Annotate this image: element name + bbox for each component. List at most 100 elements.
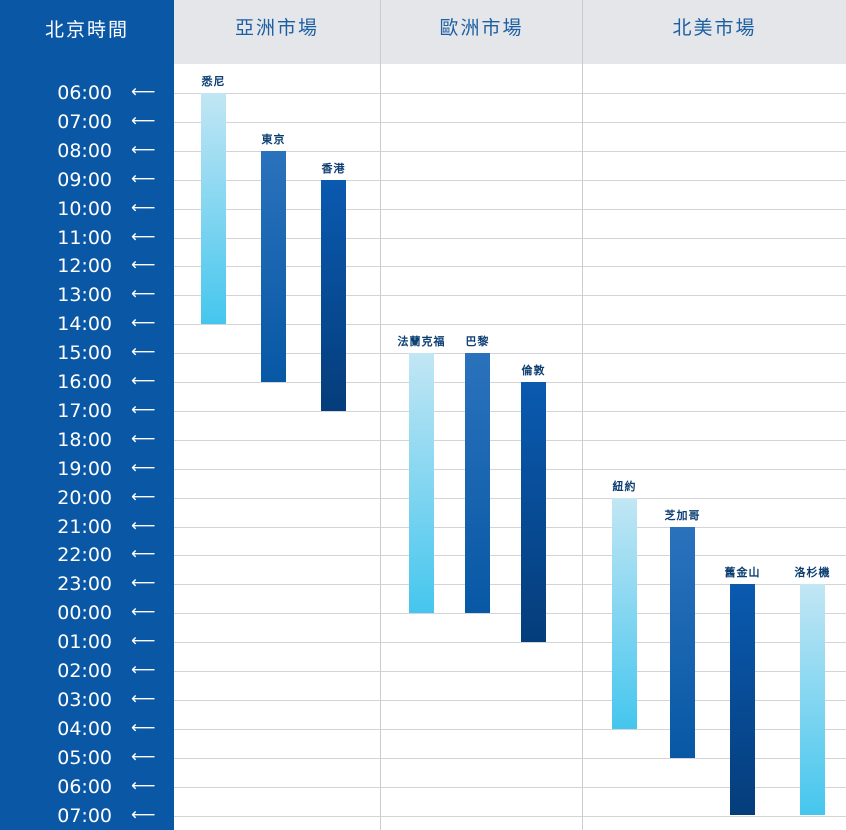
time-tick-label: 23:00 xyxy=(57,573,112,596)
arrow-left-icon: ⟵ xyxy=(131,602,156,622)
region-header: 北美市場 xyxy=(583,0,846,64)
city-label: 倫敦 xyxy=(521,365,546,377)
time-tick-label: 09:00 xyxy=(57,168,112,191)
gridline xyxy=(174,758,846,759)
time-row: 13:00 ⟵ xyxy=(0,283,174,307)
session-bar xyxy=(465,353,490,614)
time-row: 12:00 ⟵ xyxy=(0,254,174,278)
time-tick-label: 15:00 xyxy=(57,342,112,365)
time-row: 06:00 ⟵ xyxy=(0,81,174,105)
arrow-left-icon: ⟵ xyxy=(131,631,156,651)
city-label: 洛杉機 xyxy=(794,567,831,580)
region-header: 亞洲市場 xyxy=(174,0,380,64)
time-tick-label: 07:00 xyxy=(57,804,112,827)
session-bar xyxy=(521,382,546,643)
arrow-left-icon: ⟵ xyxy=(131,573,156,593)
city-label: 芝加哥 xyxy=(664,509,701,522)
time-tick-label: 14:00 xyxy=(57,313,112,336)
arrow-left-icon: ⟵ xyxy=(131,775,156,795)
arrow-left-icon: ⟵ xyxy=(131,342,156,362)
time-tick-label: 18:00 xyxy=(57,428,112,451)
time-tick-label: 20:00 xyxy=(57,486,112,509)
time-tick-label: 04:00 xyxy=(57,717,112,740)
session-bar xyxy=(321,179,346,411)
time-row: 23:00 ⟵ xyxy=(0,572,174,596)
gridline xyxy=(174,671,846,672)
arrow-left-icon: ⟵ xyxy=(131,399,156,419)
gridline xyxy=(174,555,846,556)
time-tick-label: 05:00 xyxy=(57,746,112,769)
time-row: 19:00 ⟵ xyxy=(0,457,174,481)
gridline xyxy=(174,180,846,181)
city-label: 舊金山 xyxy=(724,567,761,580)
session-bar xyxy=(261,150,286,382)
time-tick-label: 01:00 xyxy=(57,631,112,654)
time-row: 01:00 ⟵ xyxy=(0,630,174,654)
arrow-left-icon: ⟵ xyxy=(131,168,156,188)
gridline xyxy=(174,700,846,701)
time-tick-label: 22:00 xyxy=(57,544,112,567)
session-bar xyxy=(409,353,434,614)
city-label: 巴黎 xyxy=(465,336,490,349)
gridline xyxy=(174,238,846,239)
gridline xyxy=(174,353,846,354)
arrow-left-icon: ⟵ xyxy=(131,226,156,246)
time-row: 08:00 ⟵ xyxy=(0,139,174,163)
gridline xyxy=(174,613,846,614)
arrow-left-icon: ⟵ xyxy=(131,457,156,477)
time-row: 07:00 ⟵ xyxy=(0,110,174,134)
chart-area: 亞洲市場 歐洲市場 北美市場 悉尼 東京 香港 法蘭克福 巴黎 倫敦 紐約 芝加哥 舊金山 洛杉機 xyxy=(174,0,846,830)
gridline xyxy=(174,729,846,730)
time-row: 18:00 ⟵ xyxy=(0,428,174,452)
time-row: 16:00 ⟵ xyxy=(0,370,174,394)
arrow-left-icon: ⟵ xyxy=(131,717,156,737)
time-tick-label: 07:00 xyxy=(57,110,112,133)
arrow-left-icon: ⟵ xyxy=(131,544,156,564)
gridline xyxy=(174,469,846,470)
session-bar xyxy=(800,584,825,816)
time-tick-label: 19:00 xyxy=(57,457,112,480)
gridline xyxy=(174,527,846,528)
gridline xyxy=(174,295,846,296)
gridline xyxy=(174,440,846,441)
time-tick-label: 12:00 xyxy=(57,255,112,278)
session-bar xyxy=(670,526,695,758)
column-divider xyxy=(380,0,381,830)
time-row: 04:00 ⟵ xyxy=(0,717,174,741)
gridline xyxy=(174,498,846,499)
time-tick-label: 06:00 xyxy=(57,82,112,104)
gridline xyxy=(174,642,846,643)
session-bar xyxy=(612,497,637,729)
time-axis-title: 北京時間 xyxy=(44,20,129,41)
time-tick-label: 21:00 xyxy=(57,515,112,538)
gridline xyxy=(174,209,846,210)
time-axis-panel: 北京時間 06:00 ⟵ 07:00 ⟵ 08:00 ⟵ 09:00 ⟵ 10:00 ⟵ 11:00… xyxy=(0,0,174,830)
gridline xyxy=(174,816,846,817)
time-tick-label: 10:00 xyxy=(57,197,112,220)
time-row: 05:00 ⟵ xyxy=(0,746,174,770)
arrow-left-icon: ⟵ xyxy=(131,486,156,506)
arrow-left-icon: ⟵ xyxy=(131,197,156,217)
arrow-left-icon: ⟵ xyxy=(131,313,156,333)
arrow-left-icon: ⟵ xyxy=(131,660,156,679)
time-tick-label: 16:00 xyxy=(57,371,112,393)
time-tick-label: 13:00 xyxy=(57,284,112,307)
time-row: 15:00 ⟵ xyxy=(0,341,174,365)
time-row: 06:00 ⟵ xyxy=(0,775,174,799)
arrow-left-icon: ⟵ xyxy=(131,428,156,448)
arrow-left-icon: ⟵ xyxy=(131,688,156,708)
city-label: 悉尼 xyxy=(201,76,226,88)
time-row: 07:00 ⟵ xyxy=(0,804,174,828)
gridline xyxy=(174,382,846,383)
city-label: 法蘭克福 xyxy=(397,336,446,349)
arrow-left-icon: ⟵ xyxy=(131,371,156,390)
time-row: 10:00 ⟵ xyxy=(0,197,174,221)
time-row: 03:00 ⟵ xyxy=(0,688,174,712)
gridline xyxy=(174,411,846,412)
arrow-left-icon: ⟵ xyxy=(131,110,156,130)
time-tick-label: 00:00 xyxy=(57,602,112,625)
gridline xyxy=(174,93,846,94)
time-row: 02:00 ⟵ xyxy=(0,659,174,683)
gridline xyxy=(174,787,846,788)
city-label: 東京 xyxy=(261,133,286,146)
